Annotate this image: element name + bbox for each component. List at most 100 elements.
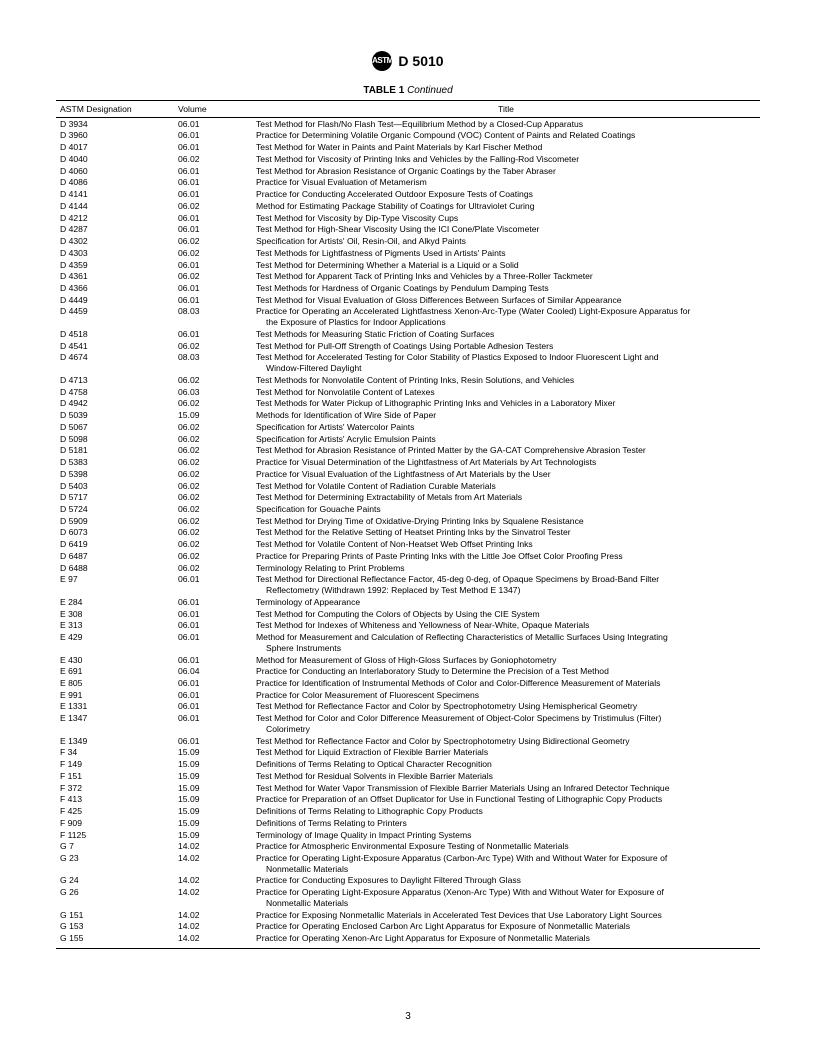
cell-designation: D 5403 <box>56 480 174 492</box>
table-row: E 9706.01Test Method for Directional Ref… <box>56 574 760 596</box>
cell-volume: 06.02 <box>174 550 252 562</box>
table-row: F 37215.09Test Method for Water Vapor Tr… <box>56 782 760 794</box>
cell-designation: E 284 <box>56 596 174 608</box>
cell-designation: D 6073 <box>56 527 174 539</box>
cell-volume: 06.02 <box>174 374 252 386</box>
cell-title: Practice for Determining Volatile Organi… <box>252 130 760 142</box>
astm-logo-icon: ASTM <box>372 51 392 71</box>
cell-volume: 15.09 <box>174 770 252 782</box>
cell-designation: D 6487 <box>56 550 174 562</box>
cell-title: Test Methods for Nonvolatile Content of … <box>252 374 760 386</box>
cell-designation: D 5724 <box>56 503 174 515</box>
table-bottom-rule <box>56 948 760 949</box>
cell-title: Test Method for Indexes of Whiteness and… <box>252 620 760 632</box>
table-row: D 494206.02Test Methods for Water Pickup… <box>56 398 760 410</box>
cell-title: Test Method for Abrasion Resistance of O… <box>252 165 760 177</box>
table-row: F 3415.09Test Method for Liquid Extracti… <box>56 747 760 759</box>
cell-title: Practice for Visual Evaluation of Metame… <box>252 177 760 189</box>
page-number: 3 <box>0 1011 816 1022</box>
table-row: D 648706.02Practice for Preparing Prints… <box>56 550 760 562</box>
cell-designation: E 1347 <box>56 713 174 735</box>
cell-designation: E 308 <box>56 608 174 620</box>
cell-designation: E 97 <box>56 574 174 596</box>
cell-volume: 06.01 <box>174 224 252 236</box>
cell-volume: 15.09 <box>174 782 252 794</box>
cell-volume: 06.03 <box>174 386 252 398</box>
cell-volume: 06.02 <box>174 480 252 492</box>
table-caption: TABLE 1 Continued <box>56 85 760 96</box>
cell-title: Method for Measurement and Calculation o… <box>252 632 760 654</box>
cell-volume: 14.02 <box>174 853 252 875</box>
cell-designation: D 4366 <box>56 283 174 295</box>
cell-volume: 15.09 <box>174 829 252 841</box>
cell-volume: 06.01 <box>174 608 252 620</box>
cell-title-continuation: Colorimetry <box>256 724 756 735</box>
cell-designation: D 4302 <box>56 236 174 248</box>
cell-volume: 06.01 <box>174 259 252 271</box>
cell-designation: D 4287 <box>56 224 174 236</box>
cell-title: Practice for Conducting Exposures to Day… <box>252 875 760 887</box>
cell-title: Practice for Preparation of an Offset Du… <box>252 794 760 806</box>
cell-volume: 06.01 <box>174 735 252 747</box>
cell-designation: G 153 <box>56 921 174 933</box>
cell-designation: D 4060 <box>56 165 174 177</box>
cell-designation: D 4086 <box>56 177 174 189</box>
table-row: D 540306.02Test Method for Volatile Cont… <box>56 480 760 492</box>
table-row: E 69106.04Practice for Conducting an Int… <box>56 666 760 678</box>
cell-title-continuation: Nonmetallic Materials <box>256 864 756 875</box>
cell-title-continuation: the Exposure of Plastics for Indoor Appl… <box>256 317 756 328</box>
cell-designation: D 5098 <box>56 433 174 445</box>
cell-volume: 06.02 <box>174 340 252 352</box>
cell-title: Method for Measurement of Gloss of High-… <box>252 654 760 666</box>
col-header-title: Title <box>252 100 760 118</box>
cell-title: Specification for Gouache Paints <box>252 503 760 515</box>
cell-designation: G 23 <box>56 853 174 875</box>
table-row: G 2314.02Practice for Operating Light-Ex… <box>56 853 760 875</box>
cell-title: Terminology Relating to Print Problems <box>252 562 760 574</box>
cell-volume: 06.02 <box>174 562 252 574</box>
cell-volume: 06.01 <box>174 130 252 142</box>
cell-volume: 14.02 <box>174 921 252 933</box>
cell-designation: D 4449 <box>56 294 174 306</box>
cell-volume: 06.01 <box>174 654 252 666</box>
table-row: D 509806.02Specification for Artists' Ac… <box>56 433 760 445</box>
cell-title: Practice for Conducting an Interlaborato… <box>252 666 760 678</box>
table-row: E 43006.01Method for Measurement of Glos… <box>56 654 760 666</box>
table-row: D 406006.01Test Method for Abrasion Resi… <box>56 165 760 177</box>
cell-volume: 06.02 <box>174 492 252 504</box>
table-row: D 641906.02Test Method for Volatile Cont… <box>56 539 760 551</box>
cell-volume: 06.01 <box>174 165 252 177</box>
cell-title: Practice for Conducting Accelerated Outd… <box>252 189 760 201</box>
cell-volume: 06.02 <box>174 153 252 165</box>
cell-title: Test Method for Visual Evaluation of Glo… <box>252 294 760 306</box>
table-row: G 2614.02Practice for Operating Light-Ex… <box>56 887 760 909</box>
cell-designation: D 4017 <box>56 142 174 154</box>
cell-designation: F 34 <box>56 747 174 759</box>
cell-volume: 06.01 <box>174 620 252 632</box>
cell-designation: F 425 <box>56 806 174 818</box>
cell-designation: D 4212 <box>56 212 174 224</box>
cell-title: Practice for Exposing Nonmetallic Materi… <box>252 909 760 921</box>
table-row: E 42906.01Method for Measurement and Cal… <box>56 632 760 654</box>
cell-volume: 06.01 <box>174 328 252 340</box>
table-row: G 15314.02Practice for Operating Enclose… <box>56 921 760 933</box>
table-row: D 590906.02Test Method for Drying Time o… <box>56 515 760 527</box>
cell-title: Practice for Operating Light-Exposure Ap… <box>252 853 760 875</box>
table-caption-prefix: TABLE 1 <box>363 85 404 96</box>
cell-title: Definitions of Terms Relating to Printer… <box>252 817 760 829</box>
table-row: D 401706.01Test Method for Water in Pain… <box>56 142 760 154</box>
cell-title: Test Method for High-Shear Viscosity Usi… <box>252 224 760 236</box>
table-row: D 430206.02Specification for Artists' Oi… <box>56 236 760 248</box>
cell-title: Specification for Artists' Acrylic Emuls… <box>252 433 760 445</box>
table-row: D 539806.02Practice for Visual Evaluatio… <box>56 468 760 480</box>
cell-title: Practice for Preparing Prints of Paste P… <box>252 550 760 562</box>
cell-volume: 06.01 <box>174 177 252 189</box>
cell-volume: 06.01 <box>174 701 252 713</box>
cell-volume: 15.09 <box>174 747 252 759</box>
cell-volume: 06.02 <box>174 247 252 259</box>
cell-volume: 06.02 <box>174 398 252 410</box>
table-caption-suffix: Continued <box>407 85 453 96</box>
cell-title: Test Method for Accelerated Testing for … <box>252 352 760 374</box>
cell-designation: G 24 <box>56 875 174 887</box>
table-row: D 506706.02Specification for Artists' Wa… <box>56 421 760 433</box>
